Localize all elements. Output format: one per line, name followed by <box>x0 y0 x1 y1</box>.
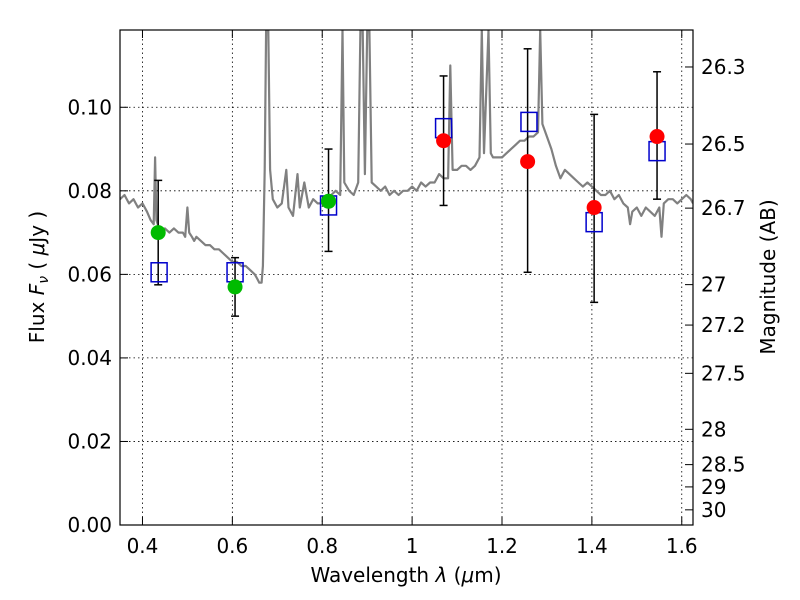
spectrum-layer <box>120 30 693 284</box>
observed-point-red <box>586 200 602 216</box>
magnitude-tick-label: 29 <box>701 475 726 499</box>
observed-point-green <box>227 279 243 295</box>
x-tick-label: 1 <box>406 534 419 558</box>
y-axis-label: Flux Fν ( μJy ) <box>25 211 52 343</box>
model-point-square <box>520 111 538 133</box>
y-tick-label: 0.02 <box>67 429 112 453</box>
magnitude-tick-label: 28.5 <box>701 453 746 477</box>
x-axis-ticks: 0.4 0.6 0.8 1 1.2 1.4 1.6 <box>127 30 698 558</box>
magnitude-tick-label: 26.3 <box>701 55 746 79</box>
x-tick-label: 1.6 <box>666 534 698 558</box>
observed-point-green <box>321 193 337 209</box>
y-tick-label: 0.00 <box>67 513 112 537</box>
plot-background <box>120 30 693 525</box>
magnitude-tick-label: 27.5 <box>701 361 746 385</box>
observed-point-red <box>436 133 452 149</box>
x-tick-label: 1.4 <box>576 534 608 558</box>
observed-point-red <box>520 154 536 170</box>
x-tick-label: 0.4 <box>127 534 159 558</box>
magnitude-tick-label: 27.2 <box>701 313 746 337</box>
observed-point-red <box>649 129 665 145</box>
magnitude-axis-label: Magnitude (AB) <box>756 199 780 354</box>
observed-layer <box>150 129 665 295</box>
y-tick-label: 0.04 <box>67 346 112 370</box>
y-tick-label: 0.08 <box>67 179 112 203</box>
spectrum-line <box>120 30 693 284</box>
x-tick-label: 0.8 <box>306 534 338 558</box>
model-point-square <box>150 262 168 283</box>
x-tick-label: 0.6 <box>216 534 248 558</box>
x-tick-label: 1.2 <box>486 534 518 558</box>
magnitude-tick-label: 30 <box>701 498 726 522</box>
observed-point-green <box>150 225 166 241</box>
y-axis-ticks: 0.00 0.02 0.04 0.06 0.08 0.10 <box>67 95 128 537</box>
plot-frame <box>119 29 694 526</box>
y-tick-label: 0.06 <box>67 262 112 286</box>
magnitude-tick-label: 27 <box>701 273 726 297</box>
y-tick-label: 0.10 <box>67 95 112 119</box>
x-axis-label: Wavelength λ (μm) <box>310 563 501 587</box>
magnitude-tick-label: 28 <box>701 417 726 441</box>
magnitude-tick-label: 26.7 <box>701 196 746 220</box>
magnitude-tick-label: 26.5 <box>701 132 746 156</box>
